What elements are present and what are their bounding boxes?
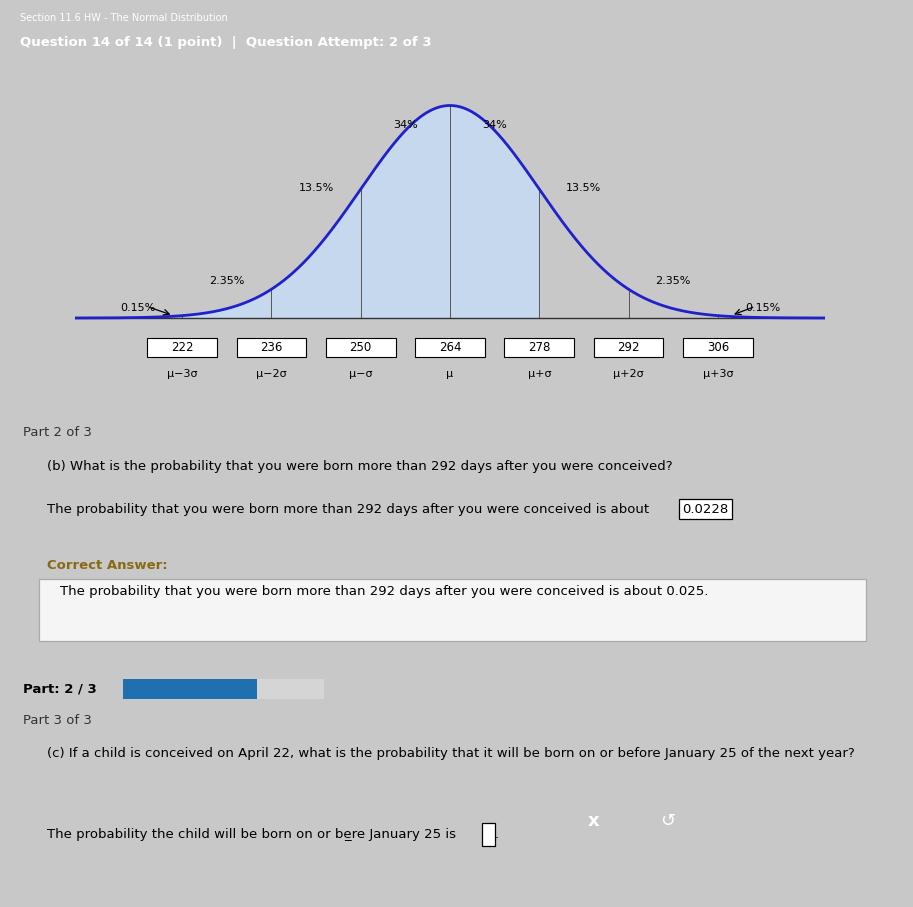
Text: 222: 222 — [171, 341, 194, 354]
Bar — [123, 678, 324, 699]
Text: 264: 264 — [439, 341, 461, 354]
Text: 34%: 34% — [393, 120, 418, 130]
FancyBboxPatch shape — [236, 338, 306, 357]
FancyBboxPatch shape — [415, 338, 485, 357]
Text: Question 14 of 14 (1 point)  |  Question Attempt: 2 of 3: Question 14 of 14 (1 point) | Question A… — [20, 36, 432, 49]
FancyBboxPatch shape — [683, 338, 752, 357]
Text: The probability that you were born more than 292 days after you were conceived i: The probability that you were born more … — [60, 586, 708, 599]
Text: x: x — [588, 812, 600, 830]
Text: μ−3σ: μ−3σ — [167, 369, 197, 379]
Text: μ+3σ: μ+3σ — [703, 369, 733, 379]
FancyBboxPatch shape — [505, 338, 574, 357]
Text: (b) What is the probability that you were born more than 292 days after you were: (b) What is the probability that you wer… — [47, 460, 673, 473]
Text: Part: 2 / 3: Part: 2 / 3 — [23, 682, 97, 696]
FancyBboxPatch shape — [326, 338, 395, 357]
Text: 13.5%: 13.5% — [566, 183, 602, 193]
Bar — [123, 678, 257, 699]
Text: The probability that you were born more than 292 days after you were conceived i: The probability that you were born more … — [47, 502, 654, 515]
Text: Correct Answer:: Correct Answer: — [47, 559, 168, 572]
Text: Part 3 of 3: Part 3 of 3 — [23, 714, 91, 727]
Text: μ+2σ: μ+2σ — [614, 369, 644, 379]
Text: 292: 292 — [617, 341, 640, 354]
FancyBboxPatch shape — [147, 338, 217, 357]
Text: 13.5%: 13.5% — [299, 183, 333, 193]
FancyBboxPatch shape — [593, 338, 664, 357]
Text: μ−σ: μ−σ — [349, 369, 373, 379]
Text: 2.35%: 2.35% — [209, 276, 245, 286]
Text: 250: 250 — [350, 341, 372, 354]
Text: 306: 306 — [707, 341, 729, 354]
FancyBboxPatch shape — [38, 579, 866, 641]
Text: 34%: 34% — [482, 120, 507, 130]
Text: μ+σ: μ+σ — [528, 369, 551, 379]
Text: Part 2 of 3: Part 2 of 3 — [23, 426, 91, 440]
Text: Section 11.6 HW - The Normal Distribution: Section 11.6 HW - The Normal Distributio… — [20, 13, 228, 23]
Text: μ: μ — [446, 369, 454, 379]
Text: 278: 278 — [528, 341, 551, 354]
Text: 0.15%: 0.15% — [120, 303, 155, 313]
Text: (c) If a child is conceived on April 22, what is the probability that it will be: (c) If a child is conceived on April 22,… — [47, 747, 855, 760]
Text: 236: 236 — [260, 341, 283, 354]
Text: .: . — [495, 828, 499, 841]
Text: μ−2σ: μ−2σ — [257, 369, 287, 379]
Text: ↺: ↺ — [660, 812, 676, 830]
Text: The probability the child will be born on or be̲re January 25 is: The probability the child will be born o… — [47, 828, 456, 841]
Text: 2.35%: 2.35% — [656, 276, 691, 286]
Text: 0.0228: 0.0228 — [683, 502, 729, 515]
Text: 0.15%: 0.15% — [745, 303, 780, 313]
